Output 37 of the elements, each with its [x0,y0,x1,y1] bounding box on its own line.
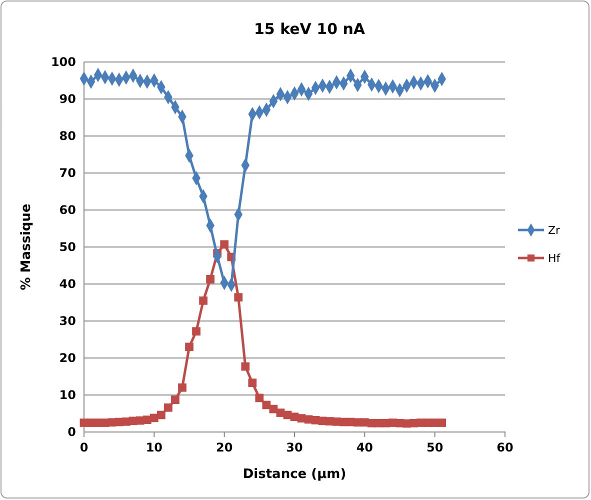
x-axis-title: Distance (µm) [242,467,346,482]
y-tick-label: 50 [59,240,76,254]
point [185,342,194,352]
point [157,410,166,420]
point [438,418,446,427]
y-tick-label: 30 [59,314,76,328]
legend-label: Hf [548,252,562,265]
point [248,378,257,387]
point [241,362,250,371]
x-tick-label: 10 [146,440,163,455]
y-tick-label: 90 [59,92,76,106]
point [192,327,200,336]
point [164,403,172,412]
x-tick-label: 60 [496,440,514,455]
y-tick-label: 40 [59,276,76,291]
point [171,396,180,404]
point [206,275,214,284]
y-axis-title: % Massique [19,204,34,290]
x-tick-label: 50 [426,440,444,455]
x-tick-label: 40 [356,440,374,455]
point [255,394,264,402]
x-tick-label: 0 [80,440,88,455]
y-tick-label: 70 [59,166,76,180]
y-tick-label: 20 [59,350,76,365]
chart-title: 15 keV 10 nA [254,20,366,38]
point [220,240,229,249]
point [234,293,243,302]
y-tick-label: 80 [59,128,76,143]
x-tick-label: 30 [286,440,303,455]
y-tick-label: 100 [50,54,76,69]
point [178,383,186,392]
y-tick-label: 10 [59,388,76,402]
legend-label: Zr [548,224,561,237]
y-tick-label: 0 [68,424,76,439]
y-tick-label: 60 [59,202,76,217]
point [199,296,208,305]
x-tick-label: 20 [216,440,233,455]
